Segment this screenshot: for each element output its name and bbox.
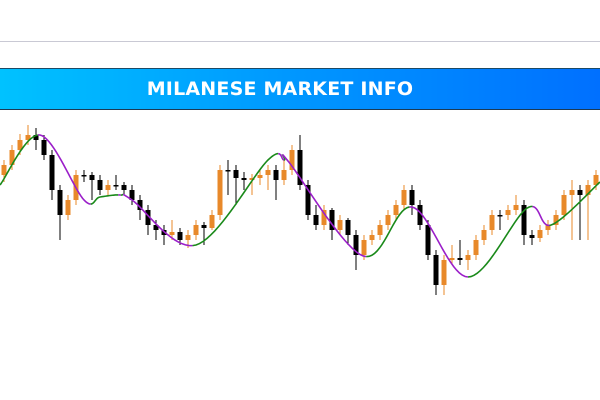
- candle-bearish: [577, 190, 583, 195]
- candle-bearish: [409, 190, 415, 205]
- candle-bearish: [97, 180, 103, 190]
- ma-line-falling: [532, 205, 550, 227]
- candle-bearish: [313, 215, 319, 225]
- candle-bullish: [473, 240, 479, 255]
- candle-bullish: [401, 190, 407, 205]
- candle-bearish: [41, 140, 47, 155]
- candle-bullish: [441, 260, 447, 285]
- candle-bullish: [513, 205, 519, 210]
- ma-line-rising: [90, 194, 119, 205]
- ma-line-rising: [467, 205, 533, 278]
- candle-bearish: [529, 235, 535, 238]
- candle-bearish: [129, 190, 135, 200]
- ma-line-rising: [549, 181, 600, 227]
- candle-bullish: [377, 225, 383, 235]
- candle-bearish: [153, 225, 159, 230]
- candle-bearish: [81, 175, 87, 177]
- banner-title: MILANESE MARKET INFO: [146, 78, 414, 100]
- candle-bearish: [345, 220, 351, 235]
- ma-line-rising: [366, 206, 410, 258]
- candle-bullish: [1, 165, 7, 175]
- candle-bearish: [121, 185, 127, 190]
- candle-bullish: [505, 210, 511, 215]
- ma-line-rising: [192, 152, 279, 247]
- candle-bullish: [361, 240, 367, 255]
- candle-bullish: [265, 170, 271, 175]
- candle-bearish: [177, 232, 183, 240]
- candle-bearish: [33, 135, 39, 140]
- candle-bearish: [49, 155, 55, 190]
- candle-bullish: [337, 220, 343, 230]
- title-banner: MILANESE MARKET INFO: [0, 68, 600, 110]
- candle-bullish: [25, 135, 31, 140]
- candle-bullish: [585, 185, 591, 195]
- top-divider: [0, 41, 600, 42]
- candle-bullish: [193, 225, 199, 235]
- ma-line-rising: [0, 134, 39, 186]
- candle-bullish: [553, 215, 559, 225]
- candle-bullish: [9, 150, 15, 165]
- candle-bullish: [385, 215, 391, 225]
- candle-bullish: [185, 235, 191, 240]
- candle-bullish: [321, 210, 327, 225]
- candle-bearish: [233, 170, 239, 178]
- candle-bearish: [353, 235, 359, 255]
- candle-bullish: [489, 215, 495, 230]
- candle-bullish: [449, 258, 455, 260]
- candle-bearish: [113, 185, 119, 187]
- ma-line-falling: [122, 193, 193, 247]
- ma-line-falling: [278, 152, 285, 161]
- candle-bullish: [257, 175, 263, 178]
- candle-bearish: [521, 205, 527, 235]
- candle-bearish: [137, 200, 143, 210]
- candle-bullish: [369, 235, 375, 240]
- candle-bullish: [465, 255, 471, 260]
- candle-bearish: [497, 215, 503, 217]
- candle-bullish: [281, 170, 287, 180]
- candle-bearish: [305, 185, 311, 215]
- candle-bearish: [329, 210, 335, 230]
- candle-bullish: [217, 170, 223, 215]
- candle-bullish: [65, 200, 71, 215]
- candle-bullish: [289, 150, 295, 170]
- candle-bullish: [561, 195, 567, 215]
- candle-bullish: [249, 178, 255, 180]
- candle-bearish: [201, 225, 207, 228]
- candle-bullish: [569, 190, 575, 195]
- candle-bearish: [241, 178, 247, 180]
- ma-line-falling: [37, 134, 91, 205]
- candle-bearish: [273, 170, 279, 180]
- candle-bullish: [537, 230, 543, 238]
- candle-bullish: [481, 230, 487, 240]
- candle-bullish: [209, 215, 215, 228]
- candle-bearish: [57, 190, 63, 215]
- candle-bearish: [457, 258, 463, 260]
- candle-bearish: [145, 210, 151, 225]
- candle-bearish: [417, 205, 423, 225]
- candle-bullish: [17, 140, 23, 150]
- ma-line-falling: [409, 206, 469, 278]
- candle-bullish: [593, 175, 599, 185]
- candle-bearish: [297, 150, 303, 185]
- candle-bullish: [105, 185, 111, 190]
- candle-bearish: [89, 175, 95, 180]
- candle-bearish: [425, 225, 431, 255]
- ma-line-falling: [281, 153, 367, 258]
- candle-bullish: [169, 232, 175, 235]
- candle-bullish: [545, 225, 551, 230]
- candle-bullish: [393, 205, 399, 215]
- candle-bearish: [225, 170, 231, 172]
- candle-bearish: [433, 255, 439, 285]
